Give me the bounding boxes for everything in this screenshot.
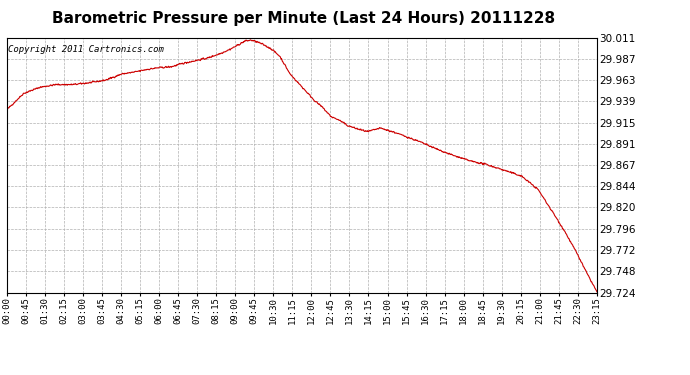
Text: Barometric Pressure per Minute (Last 24 Hours) 20111228: Barometric Pressure per Minute (Last 24 … [52,11,555,26]
Text: Copyright 2011 Cartronics.com: Copyright 2011 Cartronics.com [8,45,164,54]
